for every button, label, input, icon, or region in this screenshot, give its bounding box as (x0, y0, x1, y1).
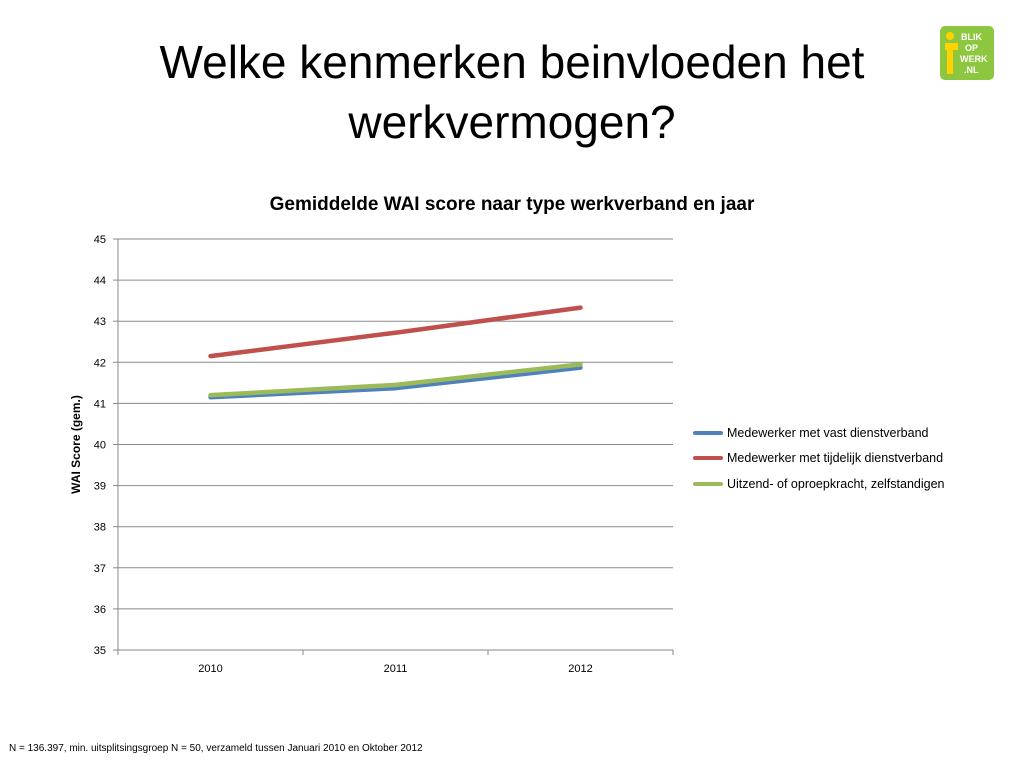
x-tick-label: 2010 (198, 663, 222, 675)
x-tick-label: 2011 (384, 663, 408, 675)
y-tick-label: 45 (94, 234, 106, 246)
chart-title: Gemiddelde WAI score naar type werkverba… (269, 194, 755, 215)
y-axis-label: WAI Score (gem.) (69, 395, 83, 494)
logo-text-line1: BLIK (961, 32, 982, 42)
series-line-3 (208, 362, 583, 398)
logo-text-line3: WERK (960, 54, 988, 64)
blik-op-werk-logo: BLIK OP WERK .NL (940, 26, 994, 80)
legend-item: Medewerker met vast dienstverband (693, 420, 1013, 446)
legend-label: Medewerker met tijdelijk dienstverband (727, 451, 944, 466)
y-tick-label: 39 (94, 481, 106, 493)
series-lines (208, 305, 583, 400)
slide-title-line2: werkvermogen? (348, 96, 676, 148)
y-tick-label: 40 (94, 440, 106, 452)
footnote: N = 136.397, min. uitsplitsingsgroep N =… (9, 743, 423, 754)
y-tick-label: 43 (94, 316, 106, 328)
legend-swatch (693, 430, 723, 435)
x-tick-label: 2012 (568, 663, 592, 675)
logo-text-line4: .NL (964, 65, 979, 75)
logo-background (940, 26, 994, 80)
legend-label: Medewerker met vast dienstverband (727, 425, 929, 440)
legend-swatch (693, 456, 723, 461)
gridlines (118, 238, 673, 610)
slide-title: Welke kenmerken beinvloeden het werkverm… (60, 32, 964, 152)
logo-text-line2: OP (965, 43, 978, 53)
y-tick-label: 37 (94, 563, 106, 575)
series-line-1 (208, 365, 583, 400)
logo-figure-body (945, 43, 958, 74)
y-tick-label: 35 (94, 645, 106, 657)
y-tick-label: 44 (94, 275, 106, 287)
legend-label: Uitzend- of oproepkracht, zelfstandigen (727, 476, 945, 491)
y-tick-label: 42 (94, 357, 106, 369)
logo-figure-head (946, 32, 954, 40)
series-line-2 (208, 305, 583, 359)
chart-legend: Medewerker met vast dienstverband Medewer… (693, 420, 1013, 497)
tick-labels: 35 36 37 38 39 40 41 42 43 44 45 2010 2011 2012 (94, 234, 593, 675)
axes (113, 238, 674, 655)
slide-title-line1: Welke kenmerken beinvloeden het (159, 36, 865, 88)
y-tick-label: 36 (94, 604, 106, 616)
y-tick-label: 41 (94, 398, 106, 410)
legend-item: Medewerker met tijdelijk dienstverband (693, 446, 1013, 472)
y-tick-label: 38 (94, 522, 106, 534)
legend-swatch (693, 481, 723, 486)
legend-item: Uitzend- of oproepkracht, zelfstandigen (693, 471, 1013, 497)
